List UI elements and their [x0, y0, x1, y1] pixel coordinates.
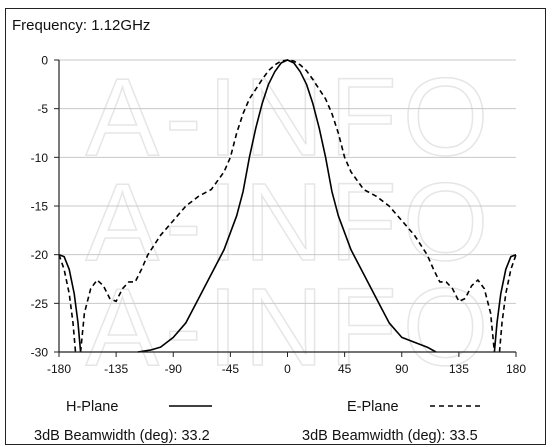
- x-tick-label: -180: [47, 362, 71, 376]
- x-tick-label: 135: [449, 362, 469, 376]
- watermark-text: A-INFO: [86, 161, 495, 284]
- y-tick-label: -10: [31, 151, 49, 165]
- y-tick-label: -5: [37, 102, 48, 116]
- legend-label-e-plane: E-Plane: [347, 399, 399, 415]
- series-line-e-plane-0: [58, 254, 77, 353]
- y-tick-label: 0: [41, 54, 48, 68]
- y-tick-label: -25: [31, 297, 49, 311]
- series-line-e-plane-1: [79, 59, 496, 353]
- x-tick-label: -90: [165, 362, 183, 376]
- series-line-h-plane-0: [58, 253, 82, 353]
- x-tick-label: 90: [395, 362, 409, 376]
- x-tick-label: -45: [222, 362, 240, 376]
- x-tick-label: -135: [104, 362, 128, 376]
- y-tick-label: -15: [31, 200, 49, 214]
- y-tick-label: -20: [31, 248, 49, 262]
- x-tick-label: 180: [506, 362, 526, 376]
- axis-layer: 0 -5 -10 -15 -20 -25 -30 -180 -135 -90 -45 0 45 90 135…: [31, 54, 527, 377]
- legend-label-h-plane: H-Plane: [66, 399, 118, 415]
- series-line-e-plane-2: [498, 254, 517, 353]
- y-tick-label: -30: [31, 346, 49, 360]
- watermark-text: A-INFO: [86, 266, 495, 389]
- chart-frame: [5, 8, 546, 445]
- watermark-text: A-INFO: [86, 56, 495, 179]
- series-layer: [58, 59, 517, 353]
- series-line-h-plane-2: [493, 253, 517, 353]
- x-tick-label: 45: [338, 362, 352, 376]
- beamwidth-label-e-plane: 3dB Beamwidth (deg): 33.5: [302, 428, 478, 444]
- beamwidth-label-h-plane: 3dB Beamwidth (deg): 33.2: [34, 428, 210, 444]
- x-tick-label: 0: [284, 362, 291, 376]
- chart-title: Frequency: 1.12GHz: [12, 17, 150, 34]
